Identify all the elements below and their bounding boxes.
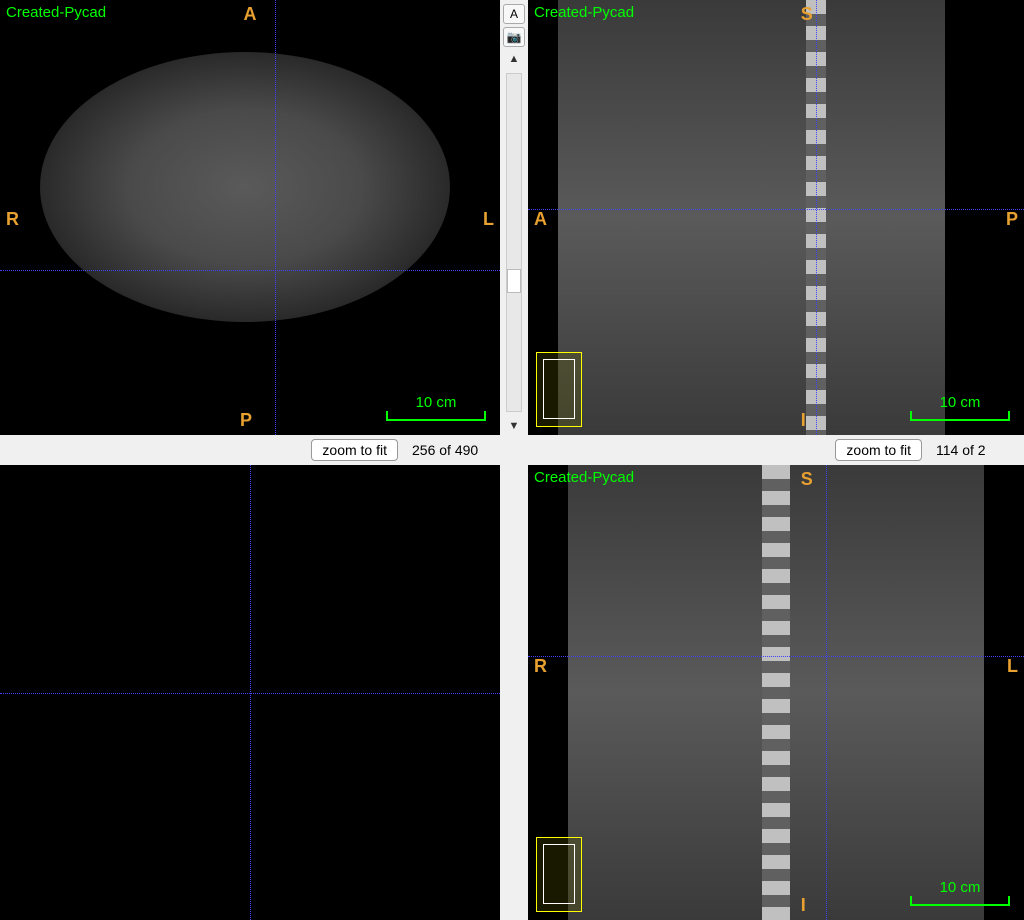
crosshair-vertical[interactable]	[816, 0, 817, 435]
viewport-title: Created-Pycad	[534, 4, 634, 21]
orient-right: L	[483, 209, 494, 230]
ctrl-spacer	[500, 435, 528, 465]
axial-controls: zoom to fit 256 of 490	[0, 435, 500, 465]
camera-icon[interactable]: 📷	[503, 27, 525, 47]
crosshair-horizontal[interactable]	[0, 270, 500, 271]
crosshair-horizontal[interactable]	[0, 693, 500, 694]
viewport-title: Created-Pycad	[6, 4, 106, 21]
sagittal-controls: zoom to fit 114 of 2	[528, 435, 1024, 465]
slice-counter: 114 of 2	[936, 442, 1016, 458]
spine-rendering	[762, 465, 790, 920]
annotation-icon[interactable]: A	[503, 4, 525, 24]
viewport-coronal[interactable]: Created-Pycad S I R L 10 cm	[528, 465, 1024, 920]
scale-bar: 10 cm	[910, 394, 1010, 421]
scale-label: 10 cm	[940, 394, 981, 411]
crosshair-horizontal[interactable]	[528, 656, 1024, 657]
minimap-view	[543, 359, 575, 419]
viewport-title: Created-Pycad	[534, 469, 634, 486]
viewport-sagittal[interactable]: Created-Pycad S I A P 10 cm	[528, 0, 1024, 435]
viewport-axial[interactable]: Created-Pycad A P R L 10 cm	[0, 0, 500, 435]
mid-spacer	[500, 465, 528, 920]
crosshair-vertical[interactable]	[826, 465, 827, 920]
orient-left: R	[6, 209, 19, 230]
scroll-track[interactable]	[506, 73, 522, 412]
orient-top: A	[244, 4, 257, 25]
minimap[interactable]	[536, 352, 582, 427]
viewport-toolbar: A 📷 ▲ ▼	[500, 0, 528, 435]
orient-left: R	[534, 656, 547, 677]
minimap[interactable]	[536, 837, 582, 912]
scale-bar: 10 cm	[910, 879, 1010, 906]
slice-counter: 256 of 490	[412, 442, 492, 458]
zoom-to-fit-button[interactable]: zoom to fit	[835, 439, 922, 461]
scale-label: 10 cm	[940, 879, 981, 896]
orient-bottom: P	[240, 410, 252, 431]
orient-left: A	[534, 209, 547, 230]
viewport-empty[interactable]	[0, 465, 500, 920]
orient-right: P	[1006, 209, 1018, 230]
orient-top: S	[801, 4, 813, 25]
minimap-view	[543, 844, 575, 904]
scan-region	[558, 0, 945, 435]
scroll-thumb[interactable]	[507, 269, 521, 293]
crosshair-horizontal[interactable]	[528, 209, 1024, 210]
orient-bottom: I	[801, 895, 806, 916]
orient-bottom: I	[801, 410, 806, 431]
scan-ellipse	[40, 52, 450, 322]
orient-right: L	[1007, 656, 1018, 677]
orient-top: S	[801, 469, 813, 490]
scroll-down-icon[interactable]: ▼	[504, 417, 524, 435]
scroll-up-icon[interactable]: ▲	[504, 50, 524, 68]
scale-label: 10 cm	[416, 394, 457, 411]
crosshair-vertical[interactable]	[275, 0, 276, 435]
scale-bar: 10 cm	[386, 394, 486, 421]
zoom-to-fit-button[interactable]: zoom to fit	[311, 439, 398, 461]
